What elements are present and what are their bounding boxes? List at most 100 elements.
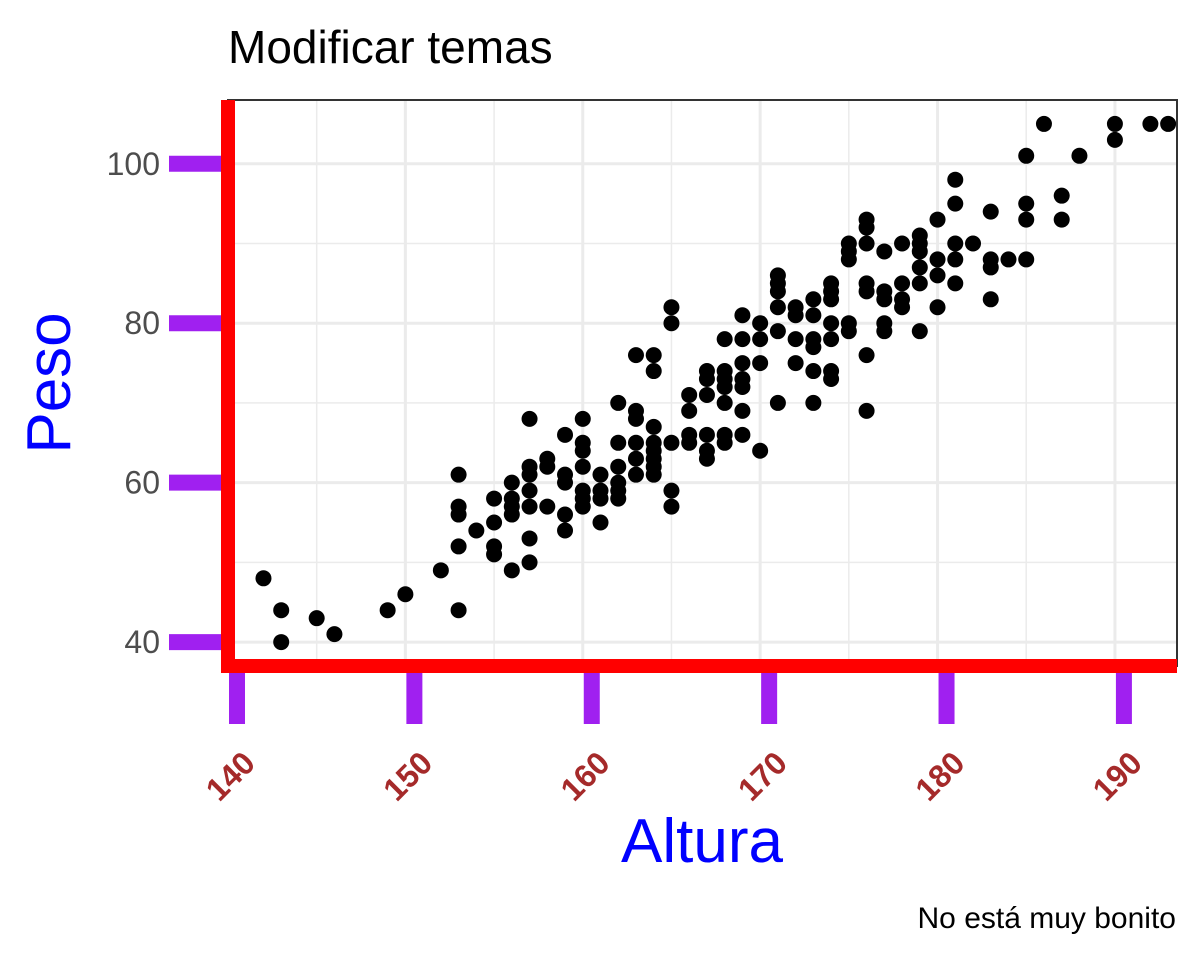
x-tick-label: 140 bbox=[199, 744, 262, 807]
data-point bbox=[273, 602, 290, 619]
data-point bbox=[769, 323, 786, 340]
data-point bbox=[503, 562, 520, 579]
data-point bbox=[752, 355, 769, 372]
data-point bbox=[521, 498, 538, 515]
chart-caption: No está muy bonito bbox=[918, 902, 1176, 935]
data-point bbox=[503, 506, 520, 523]
data-point bbox=[557, 506, 574, 523]
data-point bbox=[645, 418, 662, 435]
data-point bbox=[734, 307, 751, 324]
data-point bbox=[645, 347, 662, 364]
data-point bbox=[716, 394, 733, 411]
data-point bbox=[769, 394, 786, 411]
data-point bbox=[610, 434, 627, 451]
data-point bbox=[610, 458, 627, 475]
y-tick-label: 80 bbox=[124, 305, 160, 341]
data-point bbox=[752, 331, 769, 348]
data-point bbox=[716, 378, 733, 395]
data-point bbox=[592, 490, 609, 507]
data-point bbox=[645, 466, 662, 483]
data-point bbox=[734, 355, 751, 372]
data-point bbox=[521, 530, 538, 547]
data-point bbox=[681, 434, 698, 451]
data-point bbox=[734, 378, 751, 395]
data-point bbox=[752, 315, 769, 332]
data-point bbox=[663, 299, 680, 316]
data-point bbox=[663, 482, 680, 499]
data-point bbox=[663, 434, 680, 451]
data-point bbox=[858, 283, 875, 300]
data-point bbox=[840, 323, 857, 340]
data-point bbox=[681, 386, 698, 403]
data-point bbox=[486, 514, 503, 531]
data-point bbox=[255, 570, 272, 587]
data-point bbox=[663, 315, 680, 332]
data-point bbox=[823, 371, 840, 388]
x-axis-tick-labels: 140 150 160 170 180 190 bbox=[199, 744, 1149, 807]
x-tick-label: 190 bbox=[1086, 744, 1149, 807]
data-point bbox=[840, 251, 857, 268]
data-point bbox=[805, 363, 822, 380]
data-point bbox=[645, 363, 662, 380]
data-point bbox=[557, 522, 574, 539]
data-point bbox=[805, 394, 822, 411]
data-point bbox=[539, 458, 556, 475]
data-point bbox=[1106, 131, 1123, 148]
data-point bbox=[734, 426, 751, 443]
data-point bbox=[929, 211, 946, 228]
y-axis-ticks bbox=[169, 155, 221, 651]
data-point bbox=[521, 554, 538, 571]
data-point bbox=[734, 402, 751, 419]
data-point bbox=[1018, 147, 1035, 164]
data-point bbox=[947, 235, 964, 252]
x-tick-label: 160 bbox=[554, 744, 617, 807]
data-point bbox=[450, 602, 467, 619]
y-axis-title: Peso bbox=[15, 312, 84, 453]
data-points bbox=[255, 115, 1177, 651]
data-point bbox=[858, 347, 875, 364]
data-point bbox=[627, 466, 644, 483]
data-point bbox=[894, 235, 911, 252]
data-point bbox=[1035, 115, 1052, 132]
data-point bbox=[858, 402, 875, 419]
y-tick-label: 40 bbox=[124, 624, 160, 660]
data-point bbox=[894, 275, 911, 292]
data-point bbox=[627, 450, 644, 467]
data-point bbox=[610, 394, 627, 411]
x-axis-title: Altura bbox=[621, 807, 783, 876]
data-point bbox=[539, 498, 556, 515]
data-point bbox=[521, 482, 538, 499]
data-point bbox=[982, 259, 999, 276]
data-point bbox=[610, 490, 627, 507]
data-point bbox=[521, 466, 538, 483]
data-point bbox=[947, 251, 964, 268]
data-point bbox=[716, 434, 733, 451]
data-point bbox=[1160, 115, 1177, 132]
data-point bbox=[521, 410, 538, 427]
data-point bbox=[1018, 211, 1035, 228]
data-point bbox=[911, 323, 928, 340]
data-point bbox=[450, 506, 467, 523]
data-point bbox=[876, 243, 893, 260]
data-point bbox=[450, 538, 467, 555]
data-point bbox=[858, 219, 875, 236]
data-point bbox=[308, 610, 325, 627]
data-point bbox=[681, 402, 698, 419]
data-point bbox=[947, 171, 964, 188]
data-point bbox=[1071, 147, 1088, 164]
data-point bbox=[486, 490, 503, 507]
data-point bbox=[698, 371, 715, 388]
data-point bbox=[486, 546, 503, 563]
chart-title: Modificar temas bbox=[228, 21, 553, 73]
data-point bbox=[911, 243, 928, 260]
data-point bbox=[627, 347, 644, 364]
data-point bbox=[876, 323, 893, 340]
y-tick-label: 60 bbox=[124, 465, 160, 501]
data-point bbox=[698, 450, 715, 467]
data-point bbox=[965, 235, 982, 252]
data-point bbox=[911, 259, 928, 276]
data-point bbox=[1142, 115, 1159, 132]
data-point bbox=[1053, 187, 1070, 204]
data-point bbox=[787, 355, 804, 372]
